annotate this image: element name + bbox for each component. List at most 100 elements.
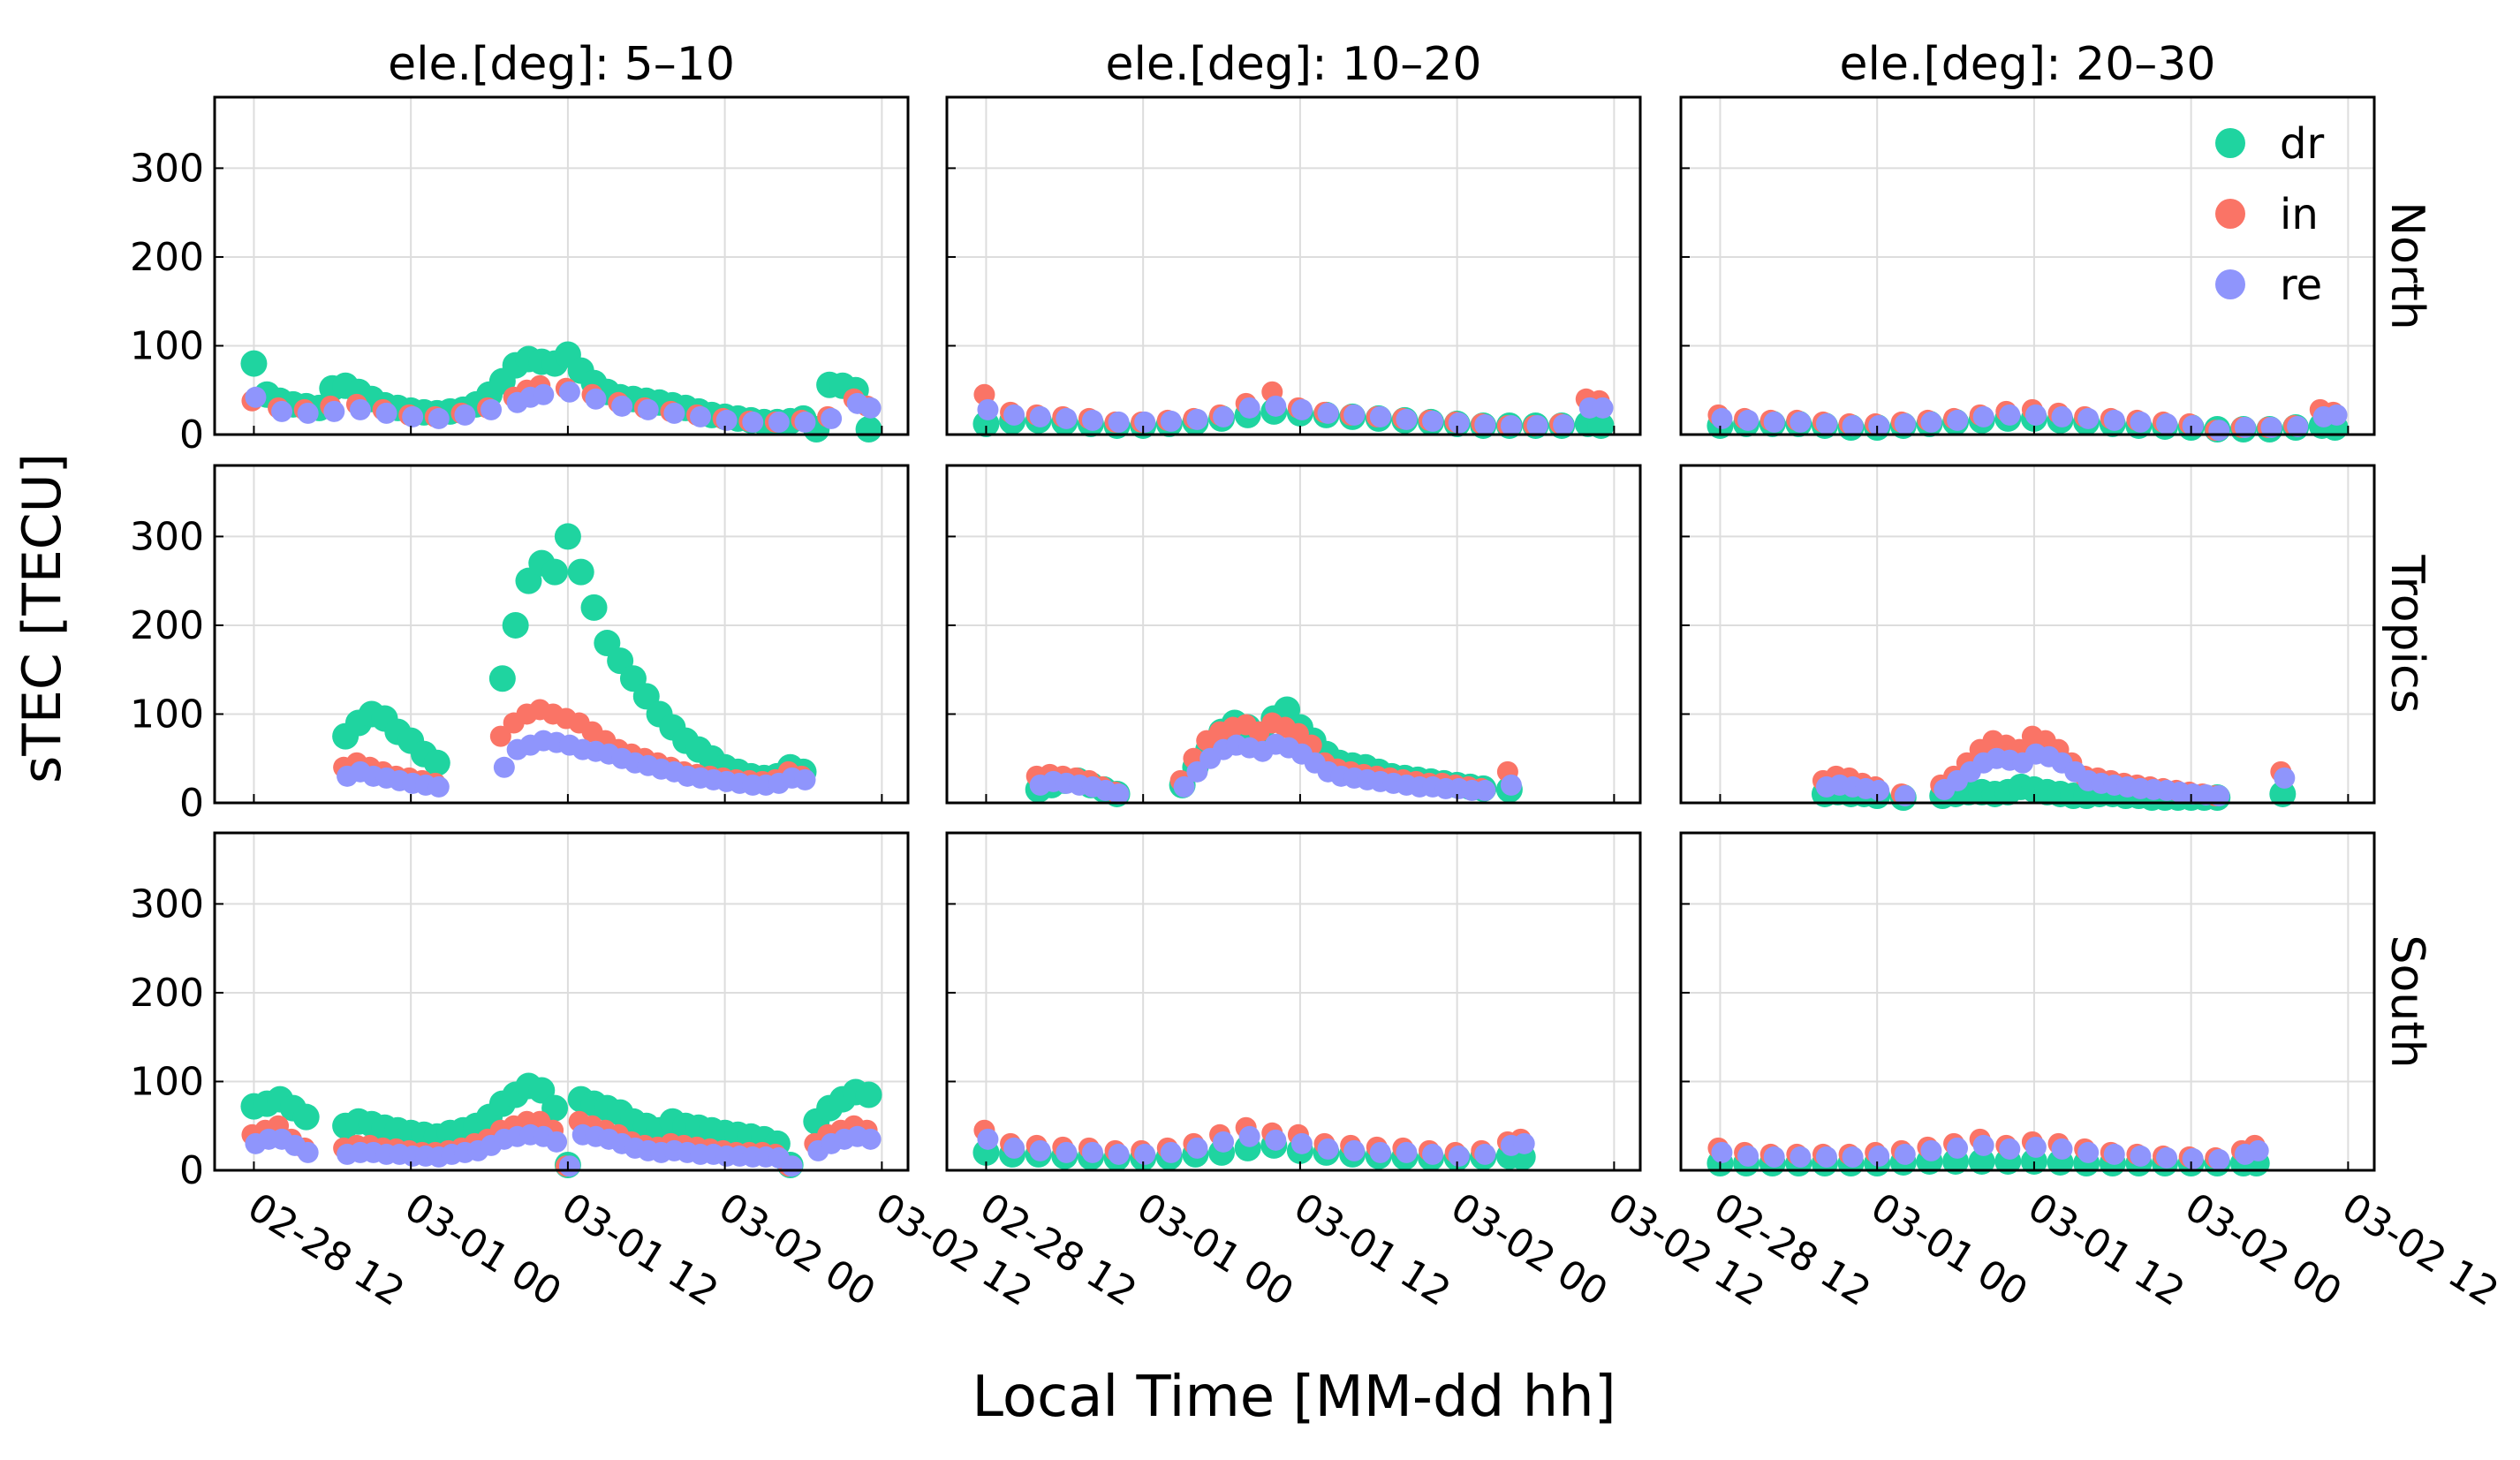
series-re-north-col3 [1711, 404, 2348, 442]
point-re [1317, 1138, 1339, 1160]
point-re [794, 411, 816, 433]
point-re [1500, 414, 1522, 436]
x-tick-label: 03-02 12 [2335, 1184, 2507, 1315]
point-re [1947, 409, 1969, 431]
panel-frame-north-col1 [213, 95, 910, 436]
point-re [1894, 412, 1916, 435]
point-re [481, 398, 503, 420]
point-re [1711, 407, 1733, 429]
series-re-tropics-col1 [337, 730, 816, 798]
point-re [1265, 1129, 1287, 1151]
point-re [558, 1155, 580, 1177]
panel-frame-tropics-col2 [945, 464, 1642, 805]
series-re-south-col2 [977, 1125, 1535, 1167]
point-re [402, 405, 424, 427]
scatter-points [240, 341, 2349, 1178]
point-dr [855, 416, 882, 443]
panel-frame-south-col2 [945, 831, 1642, 1172]
point-re [1029, 405, 1051, 427]
point-re [297, 402, 319, 424]
x-tick-label: 03-01 00 [1129, 1184, 1301, 1315]
point-in [489, 725, 511, 747]
x-tick-label: 03-01 12 [1286, 1184, 1458, 1315]
point-re [1003, 1137, 1025, 1159]
point-re [1186, 760, 1208, 783]
point-re [1737, 409, 1759, 431]
point-re [1947, 1137, 1969, 1159]
point-re [1422, 410, 1444, 432]
y-tick-label: 0 [179, 412, 204, 458]
point-re [546, 1131, 568, 1153]
point-re [1448, 412, 1470, 434]
series-re-tropics-col2 [1029, 733, 1522, 805]
panel-frame-south-col3 [1679, 831, 2376, 1172]
point-re [2182, 1147, 2204, 1169]
x-tick-label: 02-28 12 [240, 1184, 412, 1315]
point-re [977, 398, 999, 420]
point-re [2156, 1146, 2178, 1169]
point-dr [292, 1103, 320, 1131]
point-re [2274, 767, 2296, 789]
point-re [781, 1155, 803, 1177]
point-re [1396, 1141, 1418, 1163]
point-re [2234, 416, 2256, 438]
point-re [585, 388, 607, 410]
y-axis-label: sTEC [TECU] [11, 453, 73, 783]
point-re [493, 756, 515, 778]
y-tick-label: 200 [130, 971, 204, 1016]
point-re [1737, 1145, 1759, 1167]
series-re-south-col3 [1711, 1134, 2269, 1170]
point-re [2247, 1139, 2269, 1161]
point-re [1186, 408, 1208, 430]
point-re [2326, 404, 2348, 426]
point-re [1238, 1125, 1260, 1147]
gridlines [215, 97, 2374, 1170]
column-title: ele.[deg]: 10–20 [1106, 38, 1482, 91]
y-tick-label: 0 [179, 781, 204, 826]
point-dr [541, 1094, 569, 1122]
row-label: North [2380, 201, 2433, 329]
point-re [1920, 1139, 1942, 1161]
point-dr [855, 1081, 882, 1108]
point-re [1474, 779, 1496, 801]
column-title: ele.[deg]: 20–30 [1840, 38, 2216, 91]
point-re [2156, 412, 2178, 435]
point-re [1790, 411, 1812, 433]
point-re [2208, 784, 2230, 806]
point-re [1369, 1141, 1391, 1163]
x-tick-label: 03-01 12 [554, 1184, 726, 1315]
point-re [1842, 414, 1864, 436]
point-re [859, 1128, 882, 1150]
point-re [1448, 1145, 1470, 1167]
point-re [1999, 404, 2021, 426]
y-tick-label: 300 [130, 514, 204, 559]
point-re [794, 768, 816, 791]
point-re [1842, 1146, 1864, 1168]
point-re [1815, 412, 1837, 435]
point-re [1213, 405, 1235, 427]
point-re [715, 409, 738, 431]
panel-frame-north-col2 [945, 95, 1642, 436]
point-re [2103, 409, 2125, 431]
point-re [1999, 1138, 2021, 1160]
point-re [375, 402, 397, 424]
legend: dr in re [2215, 119, 2324, 310]
point-re [1173, 775, 1195, 798]
point-re [2287, 415, 2309, 437]
series-re-north-col2 [977, 395, 1614, 436]
point-re [1790, 1146, 1812, 1168]
legend-marker-dr [2215, 128, 2245, 158]
row-label: South [2380, 934, 2433, 1068]
y-tick-label: 300 [130, 146, 204, 191]
point-re [977, 1128, 999, 1150]
point-re [1343, 404, 1366, 426]
point-re [1868, 414, 1890, 436]
column-title: ele.[deg]: 5–10 [388, 38, 735, 91]
point-re [1290, 398, 1313, 420]
point-re [454, 404, 476, 426]
point-re [271, 400, 293, 422]
legend-label-dr: dr [2280, 119, 2324, 169]
x-tick-label: 03-01 12 [2020, 1184, 2192, 1315]
point-re [1003, 404, 1025, 426]
point-re [1972, 405, 1994, 427]
